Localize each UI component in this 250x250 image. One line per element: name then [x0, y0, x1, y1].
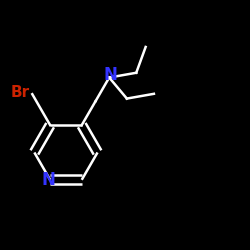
Text: Br: Br	[10, 85, 29, 100]
Text: N: N	[104, 66, 118, 84]
Text: N: N	[42, 171, 56, 189]
